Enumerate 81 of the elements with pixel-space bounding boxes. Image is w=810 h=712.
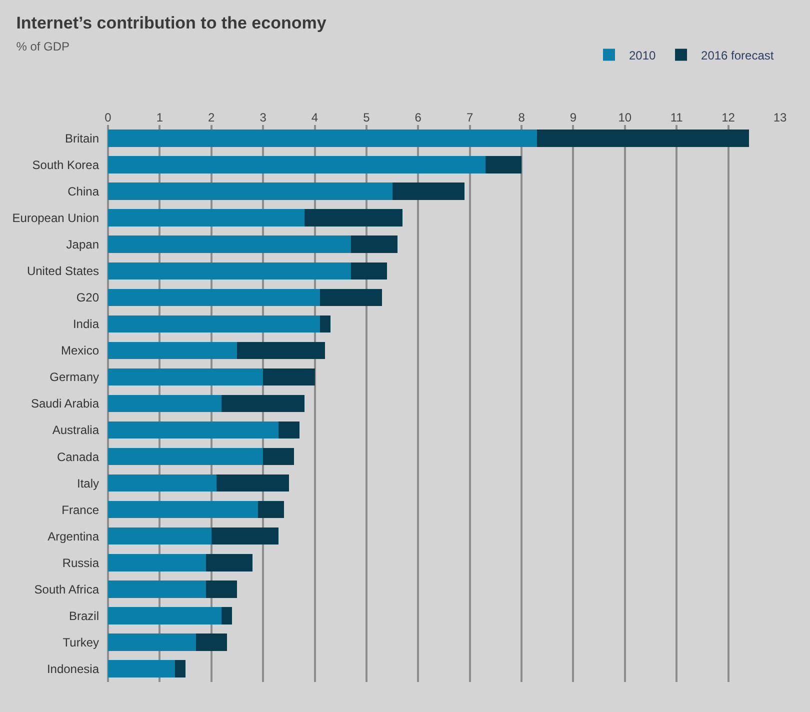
legend-label: 2010 <box>629 48 656 62</box>
bar <box>258 500 284 518</box>
bar <box>196 634 227 651</box>
y-tick-label: G20 <box>76 290 100 305</box>
y-tick-label: European Union <box>12 211 99 226</box>
bar <box>108 448 264 466</box>
x-tick-label: 9 <box>570 110 577 125</box>
x-tick-label: 0 <box>104 110 112 125</box>
x-tick-label: 8 <box>518 110 526 125</box>
y-tick-label: United States <box>26 264 99 278</box>
bar <box>108 474 217 492</box>
bar <box>350 236 398 253</box>
bar <box>485 156 522 174</box>
y-tick-label: India <box>72 317 100 332</box>
y-tick-label: Italy <box>76 476 99 490</box>
bar <box>216 474 289 492</box>
bar <box>206 580 238 598</box>
legend-label: 2016 forecast <box>701 48 774 62</box>
y-tick-label: Turkey <box>62 635 99 650</box>
bar <box>211 528 279 545</box>
y-tick-label: Germany <box>50 370 99 384</box>
bar <box>350 262 388 280</box>
x-tick-label: 2 <box>208 110 216 125</box>
bar <box>320 288 382 306</box>
chart-subtitle: % of GDP <box>16 40 70 54</box>
bar <box>263 368 315 386</box>
y-tick-label: Argentina <box>48 529 100 544</box>
bar <box>222 394 304 412</box>
y-tick-label: South Korea <box>32 158 100 172</box>
bar <box>222 607 232 624</box>
x-tick-label: 4 <box>311 110 318 125</box>
bar <box>108 130 538 147</box>
bar <box>108 580 206 598</box>
bar <box>537 130 749 147</box>
bar <box>108 288 320 306</box>
bar <box>392 182 465 200</box>
x-tick-label: 11 <box>670 110 684 125</box>
y-tick-label: Japan <box>66 238 99 252</box>
bar <box>206 554 253 572</box>
bar <box>108 394 222 412</box>
bar <box>108 342 238 360</box>
bar <box>320 315 330 333</box>
bar <box>108 554 206 572</box>
bar <box>175 660 186 678</box>
x-tick-label: 10 <box>618 110 632 125</box>
bar <box>237 342 326 360</box>
y-tick-label: Russia <box>62 556 100 570</box>
x-tick-label: 3 <box>260 110 267 125</box>
bar <box>263 448 294 466</box>
bar <box>108 368 264 386</box>
y-tick-label: South Africa <box>34 582 100 596</box>
bar <box>108 660 176 678</box>
bar <box>108 182 392 200</box>
y-tick-label: Saudi Arabia <box>30 396 100 411</box>
x-tick-label: 5 <box>363 110 370 125</box>
y-tick-label: China <box>68 184 100 199</box>
y-tick-label: Britain <box>64 131 99 146</box>
bar <box>108 236 351 253</box>
bar <box>304 209 403 226</box>
bar <box>108 156 486 174</box>
bar <box>278 421 300 439</box>
x-tick-label: 12 <box>722 110 736 125</box>
y-tick-label: Mexico <box>60 344 100 358</box>
x-tick-label: 7 <box>466 110 474 125</box>
bar <box>108 421 279 439</box>
bar <box>108 209 304 226</box>
bar <box>108 315 320 333</box>
y-tick-label: Indonesia <box>46 662 100 676</box>
x-tick-label: 13 <box>773 110 787 125</box>
bar <box>108 634 196 651</box>
y-tick-label: Australia <box>52 423 100 438</box>
x-tick-label: 6 <box>414 110 422 125</box>
bar <box>108 607 222 624</box>
y-tick-label: Canada <box>56 450 100 464</box>
bar <box>108 262 351 280</box>
y-tick-label: Brazil <box>68 608 99 623</box>
chart-title: Internet’s contribution to the economy <box>16 13 327 32</box>
bar <box>108 528 212 545</box>
x-tick-label: 1 <box>156 110 164 125</box>
y-tick-label: France <box>62 502 100 517</box>
bar <box>108 500 258 518</box>
